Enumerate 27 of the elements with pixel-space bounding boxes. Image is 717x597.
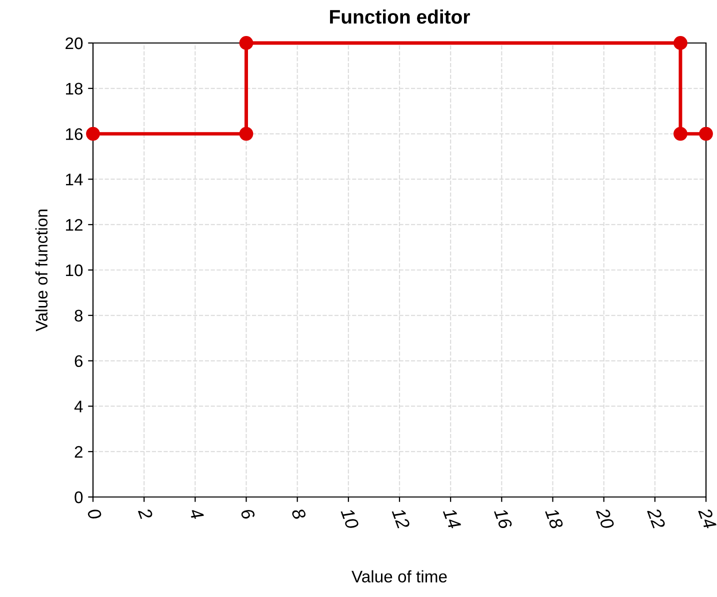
y-tick-label: 18 <box>66 82 83 95</box>
x-tick-label: 16 <box>494 507 513 530</box>
x-axis-title: Value of time <box>352 570 447 582</box>
x-tick-label: 18 <box>544 507 564 530</box>
x-tick-label: 22 <box>647 506 666 530</box>
y-tick-label: 20 <box>66 37 83 50</box>
y-tick-label: 14 <box>66 174 83 186</box>
x-tick-label: 6 <box>240 508 256 521</box>
y-tick-label: 10 <box>66 264 83 276</box>
x-tick-label: 0 <box>86 508 102 521</box>
x-tick-label: 12 <box>392 507 410 530</box>
x-tick-label: 8 <box>291 507 306 521</box>
x-tick-label: 24 <box>698 506 717 530</box>
y-tick-label: 8 <box>74 310 83 322</box>
x-tick-label: 2 <box>138 506 154 520</box>
x-tick-label: 10 <box>340 507 360 530</box>
y-tick-label: 6 <box>74 355 83 368</box>
y-tick-label: 4 <box>74 400 83 412</box>
y-tick-label: 2 <box>74 446 82 458</box>
chart-title: Function editor <box>330 9 470 24</box>
y-tick-label: 16 <box>66 128 83 140</box>
y-tick-label: 12 <box>66 219 82 231</box>
y-axis-title: Value of function <box>35 210 48 332</box>
x-tick-label: 14 <box>442 507 462 530</box>
y-tick-label: 0 <box>74 491 83 504</box>
x-tick-label: 20 <box>596 506 615 530</box>
x-tick-label: 4 <box>189 507 204 520</box>
